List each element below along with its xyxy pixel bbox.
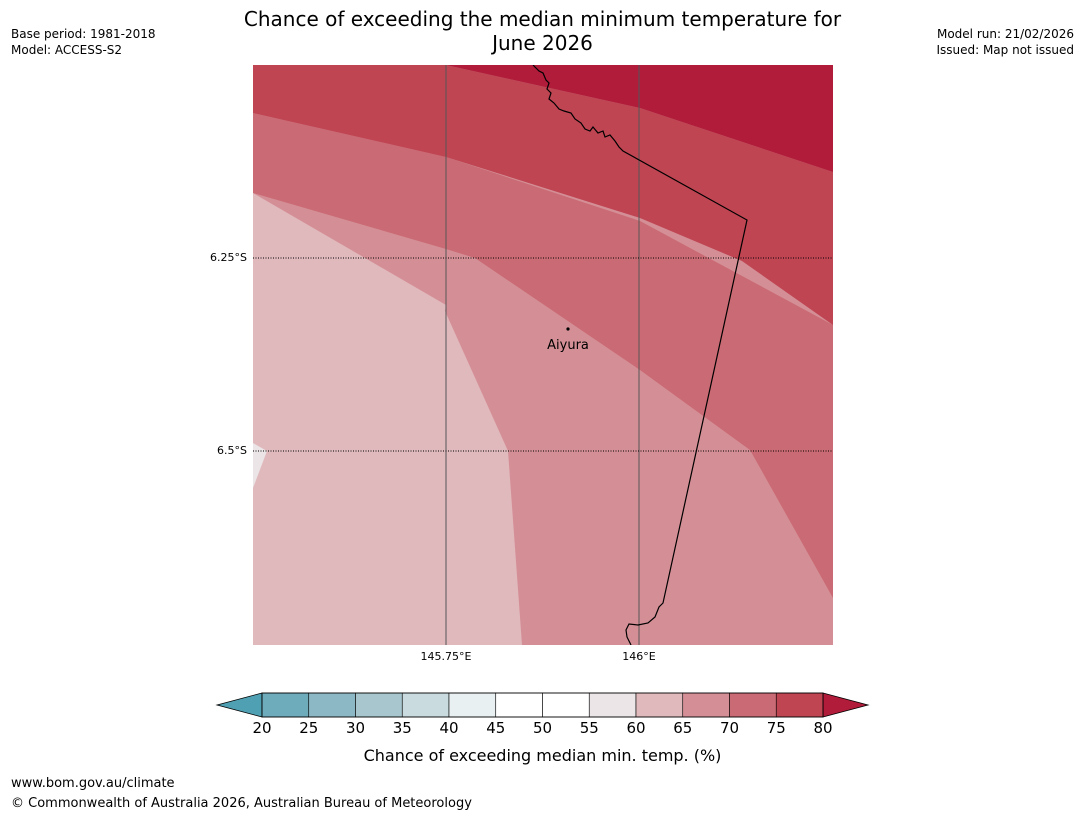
band-55-60	[253, 443, 267, 488]
province-border	[532, 65, 748, 645]
colorbar-bin-75	[775, 692, 824, 718]
colorbar-tick-55: 55	[579, 719, 599, 737]
colorbar-tick-75: 75	[766, 719, 786, 737]
colorbar-bin-35	[401, 692, 450, 718]
town-marker	[566, 327, 570, 331]
colorbar-label: Chance of exceeding median min. temp. (%…	[363, 746, 722, 765]
meta-right: Model run: 21/02/2026 Issued: Map not is…	[936, 26, 1074, 58]
colorbar-bin-55	[588, 692, 637, 718]
colorbar-bin-45	[495, 692, 543, 718]
colorbar-outline	[261, 692, 824, 718]
colorbar-bin-40	[448, 692, 497, 718]
colorbar-tick-25: 25	[299, 719, 319, 737]
colorbar-bin-25	[308, 692, 356, 718]
colorbar-bin-30	[355, 692, 403, 718]
colorbar-tick-80: 80	[813, 719, 833, 737]
title-line-2: June 2026	[492, 31, 593, 55]
model-run: Model run: 21/02/2026	[936, 27, 1074, 41]
colorbar-tick-60: 60	[626, 719, 646, 737]
band-70-75	[253, 113, 833, 645]
colorbar-tick-40: 40	[439, 719, 459, 737]
footer-url[interactable]: www.bom.gov.au/climate	[11, 776, 175, 791]
model-name: Model: ACCESS-S2	[11, 43, 123, 57]
colorbar-tick-30: 30	[345, 719, 366, 737]
colorbar-tick-50: 50	[532, 719, 553, 737]
colorbar-tick-45: 45	[486, 719, 506, 737]
colorbar-tick-35: 35	[392, 719, 412, 737]
colorbar-bin-20	[261, 692, 310, 718]
title-line-1: Chance of exceeding the median minimum t…	[243, 7, 842, 31]
colorbar-tick-20: 20	[252, 719, 272, 737]
issued-status: Issued: Map not issued	[936, 43, 1074, 57]
colorbar-bin-60	[635, 692, 684, 718]
colorbar-under-arrow	[215, 692, 263, 718]
map-title: Chance of exceeding the median minimum t…	[0, 7, 1085, 55]
lat-label-6-25: 6.25°S	[210, 251, 247, 264]
colorbar-bin-50	[542, 692, 590, 718]
colorbar-bin-70	[729, 692, 777, 718]
meta-left: Base period: 1981-2018 Model: ACCESS-S2	[11, 26, 156, 58]
town-label: Aiyura	[547, 338, 589, 353]
forecast-map: Aiyura	[253, 65, 833, 645]
colorbar-tick-65: 65	[673, 719, 693, 737]
lat-label-6-5: 6.5°S	[217, 444, 247, 457]
lon-label-145-75: 145.75°E	[420, 650, 472, 663]
colorbar-tick-70: 70	[719, 719, 740, 737]
footer-copyright: © Commonwealth of Australia 2026, Austra…	[11, 796, 472, 811]
band-above-80	[446, 65, 833, 172]
colorbar-over-arrow	[822, 692, 870, 718]
colorbar	[215, 692, 870, 718]
colorbar-bin-65	[682, 692, 730, 718]
base-period: Base period: 1981-2018	[11, 27, 156, 41]
lon-label-146: 146°E	[622, 650, 656, 663]
band-75-80	[253, 65, 833, 325]
